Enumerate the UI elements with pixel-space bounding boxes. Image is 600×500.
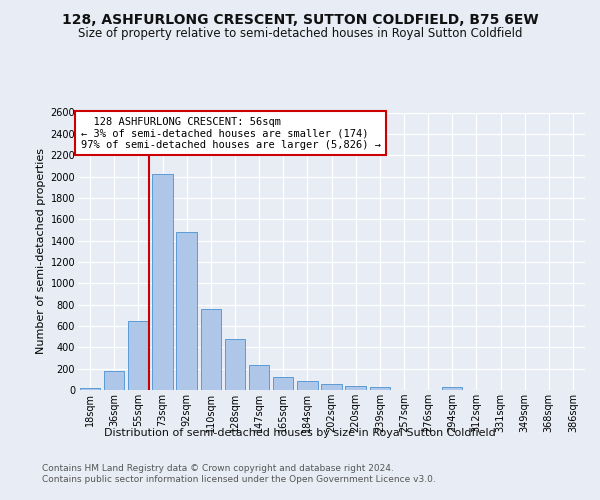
Bar: [249, 365, 269, 390]
Bar: [152, 174, 173, 390]
Bar: [176, 232, 197, 390]
Bar: [370, 388, 390, 390]
Text: Distribution of semi-detached houses by size in Royal Sutton Coldfield: Distribution of semi-detached houses by …: [104, 428, 496, 438]
Text: 128, ASHFURLONG CRESCENT, SUTTON COLDFIELD, B75 6EW: 128, ASHFURLONG CRESCENT, SUTTON COLDFIE…: [62, 12, 538, 26]
Bar: [200, 309, 221, 390]
Y-axis label: Number of semi-detached properties: Number of semi-detached properties: [37, 148, 46, 354]
Bar: [346, 386, 366, 390]
Bar: [224, 339, 245, 390]
Bar: [80, 388, 100, 390]
Bar: [442, 388, 463, 390]
Text: 128 ASHFURLONG CRESCENT: 56sqm
← 3% of semi-detached houses are smaller (174)
97: 128 ASHFURLONG CRESCENT: 56sqm ← 3% of s…: [80, 116, 380, 150]
Text: Contains HM Land Registry data © Crown copyright and database right 2024.: Contains HM Land Registry data © Crown c…: [42, 464, 394, 473]
Text: Size of property relative to semi-detached houses in Royal Sutton Coldfield: Size of property relative to semi-detach…: [78, 28, 522, 40]
Bar: [104, 372, 124, 390]
Bar: [128, 320, 149, 390]
Bar: [297, 382, 317, 390]
Bar: [321, 384, 342, 390]
Bar: [273, 377, 293, 390]
Text: Contains public sector information licensed under the Open Government Licence v3: Contains public sector information licen…: [42, 475, 436, 484]
